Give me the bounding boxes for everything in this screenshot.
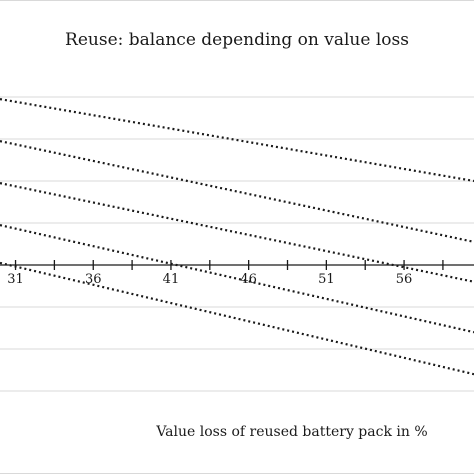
series-line-5 — [0, 261, 474, 376]
x-tick-label-41: 41 — [163, 272, 180, 287]
series-line-4 — [0, 224, 474, 334]
x-tick-label-56: 56 — [396, 272, 413, 287]
series-line-3 — [0, 182, 474, 283]
x-axis-label: Value loss of reused battery pack in % — [156, 424, 428, 440]
x-tick-label-46: 46 — [240, 272, 257, 287]
chart-title: Reuse: balance depending on value loss — [65, 30, 409, 50]
x-tick-label-51: 51 — [318, 272, 335, 287]
x-tick-label-31: 31 — [7, 272, 24, 287]
series-line-1 — [0, 98, 474, 183]
series-line-2 — [0, 140, 474, 243]
